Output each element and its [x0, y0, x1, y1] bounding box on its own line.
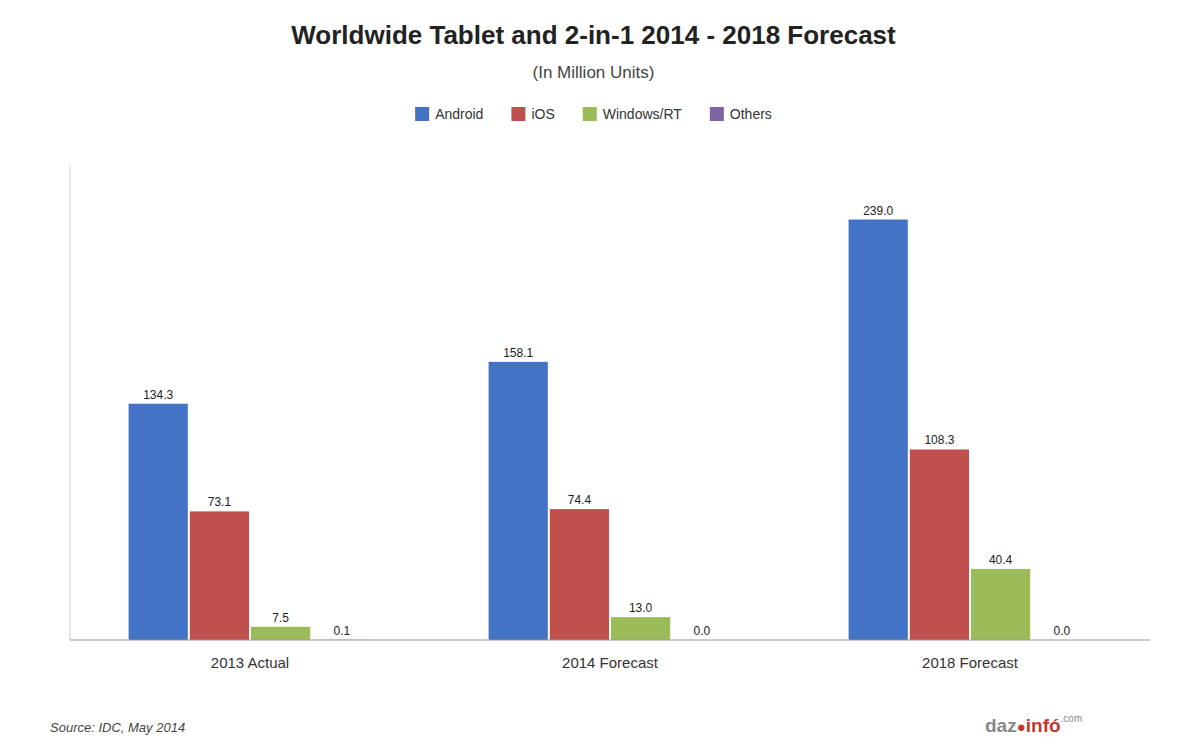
- legend-swatch: [415, 107, 429, 121]
- legend: Android iOS Windows/RT Others: [415, 106, 772, 122]
- logo-part: infó: [1026, 715, 1061, 736]
- bar: [971, 569, 1030, 640]
- data-label: 0.0: [693, 624, 710, 638]
- chart-svg: Worldwide Tablet and 2-in-1 2014 - 2018 …: [0, 0, 1187, 748]
- bar: [910, 449, 969, 640]
- data-label: 134.3: [143, 388, 173, 402]
- bar: [550, 509, 609, 640]
- bar: [190, 511, 249, 640]
- source-note: Source: IDC, May 2014: [50, 720, 185, 735]
- legend-label: Windows/RT: [603, 106, 683, 122]
- bars: [129, 220, 1031, 640]
- legend-label: iOS: [531, 106, 554, 122]
- data-label: 13.0: [629, 601, 653, 615]
- legend-label: Android: [435, 106, 483, 122]
- chart-title: Worldwide Tablet and 2-in-1 2014 - 2018 …: [291, 20, 896, 50]
- chart-container: Worldwide Tablet and 2-in-1 2014 - 2018 …: [0, 0, 1187, 748]
- logo-part: daz: [985, 715, 1017, 736]
- data-label: 73.1: [208, 495, 232, 509]
- x-tick-label: 2018 Forecast: [922, 654, 1019, 671]
- legend-swatch: [583, 107, 597, 121]
- legend-item: Android: [415, 106, 483, 122]
- bar: [849, 220, 908, 640]
- legend-label: Others: [730, 106, 772, 122]
- x-tick-label: 2014 Forecast: [562, 654, 659, 671]
- x-axis-line: [70, 640, 1150, 641]
- legend-item: Windows/RT: [583, 106, 683, 122]
- logo-part: ●: [1017, 718, 1026, 735]
- data-label: 108.3: [924, 433, 954, 447]
- data-label: 239.0: [863, 204, 893, 218]
- data-labels: 134.3 158.1 239.0 73.1 74.4 108.3 7.5 13.0 40.4 0…: [143, 204, 1070, 638]
- data-label: 0.1: [333, 624, 350, 638]
- data-label: 7.5: [272, 611, 289, 625]
- data-label: 158.1: [503, 346, 533, 360]
- bar: [251, 627, 310, 640]
- data-label: 74.4: [568, 493, 592, 507]
- legend-swatch: [710, 107, 724, 121]
- bar: [489, 362, 548, 640]
- chart-subtitle: (In Million Units): [533, 63, 655, 82]
- legend-item: iOS: [511, 106, 554, 122]
- x-tick-label: 2013 Actual: [211, 654, 289, 671]
- logo-part: .com: [1061, 713, 1083, 724]
- data-label: 0.0: [1053, 624, 1070, 638]
- y-axis-line: [70, 165, 71, 640]
- legend-item: Others: [710, 106, 772, 122]
- logo: daz●infó.com: [985, 713, 1082, 736]
- data-label: 40.4: [989, 553, 1013, 567]
- bar: [611, 617, 670, 640]
- legend-swatch: [511, 107, 525, 121]
- bar: [129, 404, 188, 640]
